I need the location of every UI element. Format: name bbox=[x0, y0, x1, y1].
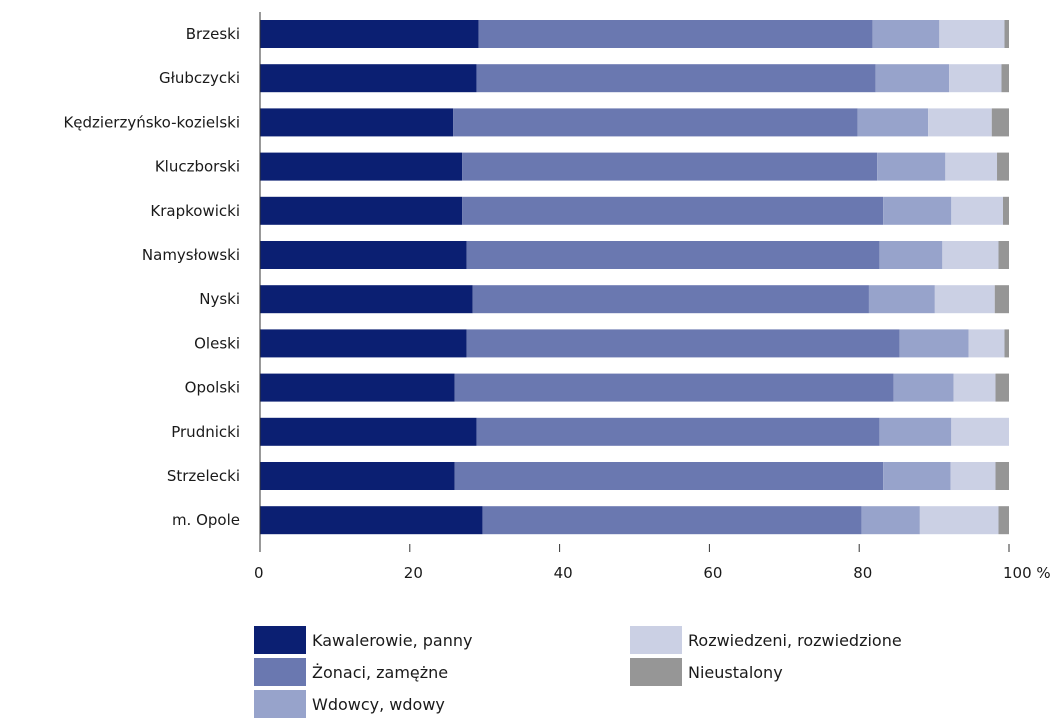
bar-segment bbox=[482, 506, 862, 535]
bar-segment bbox=[991, 108, 1009, 137]
bar-segment bbox=[453, 108, 858, 137]
bar-segment bbox=[260, 20, 479, 48]
bar-segment bbox=[968, 329, 1005, 358]
bar-segment bbox=[260, 108, 454, 137]
bar-segment bbox=[879, 417, 952, 446]
bar-segment bbox=[476, 417, 880, 446]
x-tick-label: 80 bbox=[853, 564, 872, 582]
bar-segment bbox=[260, 462, 455, 490]
legend: Kawalerowie, panny Żonaci, zamężne Wdowc… bbox=[254, 626, 1014, 718]
bar-segment bbox=[260, 64, 477, 93]
bar-segment bbox=[879, 241, 943, 269]
bar-segment bbox=[950, 462, 996, 490]
bar-segment bbox=[260, 506, 483, 535]
x-tick-label: 20 bbox=[404, 564, 423, 582]
legend-label: Rozwiedzeni, rozwiedzione bbox=[688, 630, 902, 650]
legend-label: Żonaci, zamężne bbox=[312, 662, 449, 682]
bar-segment bbox=[857, 108, 929, 137]
legend-swatch bbox=[630, 658, 682, 686]
bar-segment bbox=[1001, 64, 1009, 93]
x-tick-label: 100 % bbox=[1003, 564, 1051, 582]
category-label: Namysłowski bbox=[142, 246, 240, 264]
x-tick-label: 60 bbox=[703, 564, 722, 582]
legend-label: Kawalerowie, panny bbox=[312, 630, 473, 650]
stacked-bar-chart: Brzeski Głubczycki Kędzierzyńsko-kozielski… bbox=[63, 12, 1051, 582]
legend-swatch bbox=[630, 626, 682, 654]
bar-segment bbox=[1004, 329, 1009, 358]
bar-segment bbox=[462, 152, 878, 181]
category-label: Kędzierzyńsko-kozielski bbox=[63, 113, 240, 131]
legend-label: Nieustalony bbox=[688, 662, 783, 682]
bar-segment bbox=[997, 152, 1009, 181]
bars-layer bbox=[260, 20, 1009, 535]
category-label: Nyski bbox=[199, 290, 240, 308]
category-label: Strzelecki bbox=[167, 467, 240, 485]
bar-segment bbox=[861, 506, 920, 535]
bar-segment bbox=[994, 285, 1009, 314]
bar-segment bbox=[260, 196, 463, 225]
bar-segment bbox=[951, 417, 1009, 446]
bar-segment bbox=[998, 241, 1009, 269]
bar-segment bbox=[260, 241, 467, 269]
bar-segment bbox=[472, 285, 869, 314]
category-label: Krapkowicki bbox=[150, 202, 240, 220]
bar-segment bbox=[995, 462, 1009, 490]
legend-swatch bbox=[254, 690, 306, 718]
legend-item-zonaci: Żonaci, zamężne bbox=[254, 658, 448, 686]
bar-segment bbox=[260, 373, 455, 402]
bar-segment bbox=[995, 373, 1009, 402]
category-label: Głubczycki bbox=[159, 69, 240, 87]
bar-segment bbox=[260, 152, 463, 181]
bar-segment bbox=[260, 417, 477, 446]
bar-segment bbox=[998, 506, 1009, 535]
legend-swatch bbox=[254, 626, 306, 654]
legend-item-kawalerowie: Kawalerowie, panny bbox=[254, 626, 472, 654]
bar-segment bbox=[466, 329, 900, 358]
bar-segment bbox=[942, 241, 999, 269]
category-label: Kluczborski bbox=[155, 158, 240, 176]
bar-segment bbox=[476, 64, 876, 93]
category-label: Brzeski bbox=[186, 25, 240, 43]
bar-segment bbox=[868, 285, 935, 314]
bar-segment bbox=[260, 285, 473, 314]
bar-segment bbox=[928, 108, 992, 137]
bar-segment bbox=[875, 64, 950, 93]
bar-segment bbox=[949, 64, 1002, 93]
category-labels: Brzeski Głubczycki Kędzierzyńsko-kozielski… bbox=[63, 25, 240, 529]
legend-swatch bbox=[254, 658, 306, 686]
bar-segment bbox=[454, 373, 894, 402]
bar-segment bbox=[478, 20, 873, 48]
bar-segment bbox=[462, 196, 884, 225]
legend-item-rozwiedzeni: Rozwiedzeni, rozwiedzione bbox=[630, 626, 902, 654]
legend-item-wdowcy: Wdowcy, wdowy bbox=[254, 690, 445, 718]
bar-segment bbox=[466, 241, 880, 269]
x-tick-label: 40 bbox=[554, 564, 573, 582]
bar-segment bbox=[899, 329, 969, 358]
bar-segment bbox=[883, 462, 951, 490]
category-label: Opolski bbox=[185, 379, 240, 397]
bar-segment bbox=[260, 329, 467, 358]
x-axis: 0 20 40 60 80 100 % bbox=[254, 12, 1051, 582]
bar-segment bbox=[893, 373, 954, 402]
bar-segment bbox=[934, 285, 995, 314]
bar-segment bbox=[953, 373, 996, 402]
category-label: m. Opole bbox=[172, 511, 240, 529]
bar-segment bbox=[939, 20, 1005, 48]
bar-segment bbox=[454, 462, 884, 490]
bar-segment bbox=[877, 152, 946, 181]
category-label: Oleski bbox=[194, 334, 240, 352]
bar-segment bbox=[883, 196, 952, 225]
legend-item-nieustalony: Nieustalony bbox=[630, 658, 783, 686]
legend-label: Wdowcy, wdowy bbox=[312, 694, 445, 714]
bar-segment bbox=[1004, 20, 1009, 48]
bar-segment bbox=[945, 152, 998, 181]
category-label: Prudnicki bbox=[171, 423, 240, 441]
bar-segment bbox=[872, 20, 940, 48]
x-tick-label: 0 bbox=[254, 564, 264, 582]
bar-segment bbox=[951, 196, 1004, 225]
bar-segment bbox=[919, 506, 999, 535]
bar-segment bbox=[1003, 196, 1009, 225]
